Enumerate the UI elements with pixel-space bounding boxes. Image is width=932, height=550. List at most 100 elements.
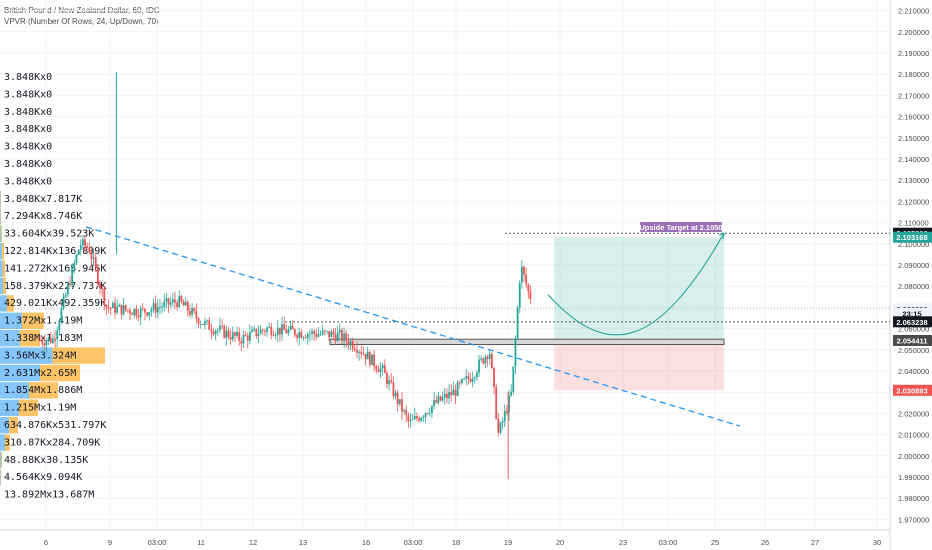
candle-body <box>124 305 127 310</box>
x-tick-label: 13 <box>299 538 307 547</box>
profile-bar-up <box>0 330 20 347</box>
candle-body <box>426 413 429 415</box>
profile-bar-up <box>0 417 9 434</box>
candle-body <box>431 405 433 413</box>
y-tick-label: 2.010000 <box>898 431 929 440</box>
x-tick-label: 03:00 <box>404 538 423 547</box>
candle-body <box>195 311 198 319</box>
candle-body <box>326 331 328 332</box>
profile-row-label: 2.631Mx2.65M <box>4 368 76 379</box>
profile-bar-down <box>1 451 2 469</box>
candle-body <box>105 305 108 307</box>
candle-body <box>291 325 294 330</box>
candle-body <box>180 295 183 302</box>
y-tick-label: 2.100000 <box>898 240 929 249</box>
candle-body <box>285 329 288 334</box>
candle-body <box>45 340 48 346</box>
profile-row-label: 3.848Kx0 <box>4 142 52 153</box>
candle-body <box>193 308 196 312</box>
candle-body <box>508 395 510 413</box>
profile-row-label: 141.272Kx165.946K <box>4 263 106 274</box>
y-tick-label: 2.130000 <box>898 176 929 185</box>
candle-body <box>169 302 172 305</box>
candle-body <box>214 330 217 335</box>
profile-bar-up <box>0 225 1 242</box>
profile-row-label: 1.372Mx1.419M <box>4 316 82 327</box>
candle-body <box>360 351 363 354</box>
candle-body <box>315 333 318 337</box>
profile-bar-down <box>9 417 18 434</box>
candle-body <box>281 324 283 335</box>
candle-body <box>332 331 335 335</box>
x-tick-label: 19 <box>504 538 512 547</box>
candle-body <box>111 303 114 309</box>
candle-body <box>161 306 164 308</box>
candle-body <box>476 372 478 378</box>
candle-body <box>321 330 324 334</box>
candle-body <box>274 334 277 336</box>
candle-body <box>122 305 125 315</box>
candle-body <box>467 376 470 379</box>
candle-body <box>56 330 59 340</box>
candle-body <box>441 397 444 401</box>
candle-body <box>47 337 50 341</box>
candle-body <box>229 337 232 340</box>
profile-row-label: 3.848Kx0 <box>4 89 52 100</box>
candle-body <box>529 291 532 300</box>
candle-body <box>435 400 438 403</box>
candle-body <box>144 308 146 313</box>
candle-body <box>433 400 435 406</box>
candle-body <box>401 399 403 412</box>
y-tick-label: 2.050000 <box>898 346 929 355</box>
candle-body <box>454 389 457 396</box>
candle-body <box>86 246 89 248</box>
candle-body <box>103 288 106 306</box>
candle-body <box>225 330 228 338</box>
candle-body <box>96 267 99 284</box>
x-tick-label: 26 <box>761 538 769 547</box>
y-tick-label: 2.090000 <box>898 261 929 270</box>
price-tag: 2.103168 <box>896 233 927 242</box>
candle-body <box>99 283 101 289</box>
y-tick-label: 2.020000 <box>898 409 929 418</box>
y-tick-label: 2.000000 <box>898 452 929 461</box>
profile-bar-down <box>19 399 38 416</box>
candle-body <box>182 301 185 306</box>
profile-bar-up <box>0 451 1 469</box>
profile-bar-down <box>40 364 80 382</box>
target-label: Upside Target at 2.1050 <box>639 223 722 232</box>
candle-body <box>480 358 483 360</box>
x-tick-label: 03:00 <box>148 538 167 547</box>
profile-row-label: 1.338Mx1.183M <box>4 333 82 344</box>
y-tick-label: 2.120000 <box>898 197 929 206</box>
candle-body <box>234 332 236 336</box>
candle-body <box>246 335 249 341</box>
y-tick-label: 2.180000 <box>898 70 929 79</box>
profile-row-label: 3.848Kx7.817K <box>4 194 82 205</box>
profile-bar-up <box>0 208 1 225</box>
candle-body <box>178 295 181 308</box>
candle-body <box>133 309 136 316</box>
candle-body <box>244 334 247 336</box>
candle-body <box>349 341 352 346</box>
y-tick-label: 1.980000 <box>898 494 929 503</box>
candle-body <box>484 356 487 364</box>
profile-bar-up <box>0 469 1 486</box>
candle-body <box>71 267 74 286</box>
profile-bar-up <box>0 260 3 277</box>
candle-body <box>62 296 65 309</box>
candle-body <box>69 283 71 286</box>
x-tick-label: 12 <box>249 538 257 547</box>
candle-body <box>259 329 262 334</box>
profile-row-label: 3.848Kx0 <box>4 124 52 135</box>
candle-body <box>206 320 208 322</box>
candle-body <box>461 379 463 383</box>
candle-body <box>409 419 412 422</box>
profile-bar-down <box>7 295 14 312</box>
candle-body <box>510 391 513 396</box>
candle-body <box>328 331 331 338</box>
y-tick-label: 2.190000 <box>898 49 929 58</box>
candle-body <box>379 368 382 373</box>
x-tick-label: 27 <box>811 538 819 547</box>
